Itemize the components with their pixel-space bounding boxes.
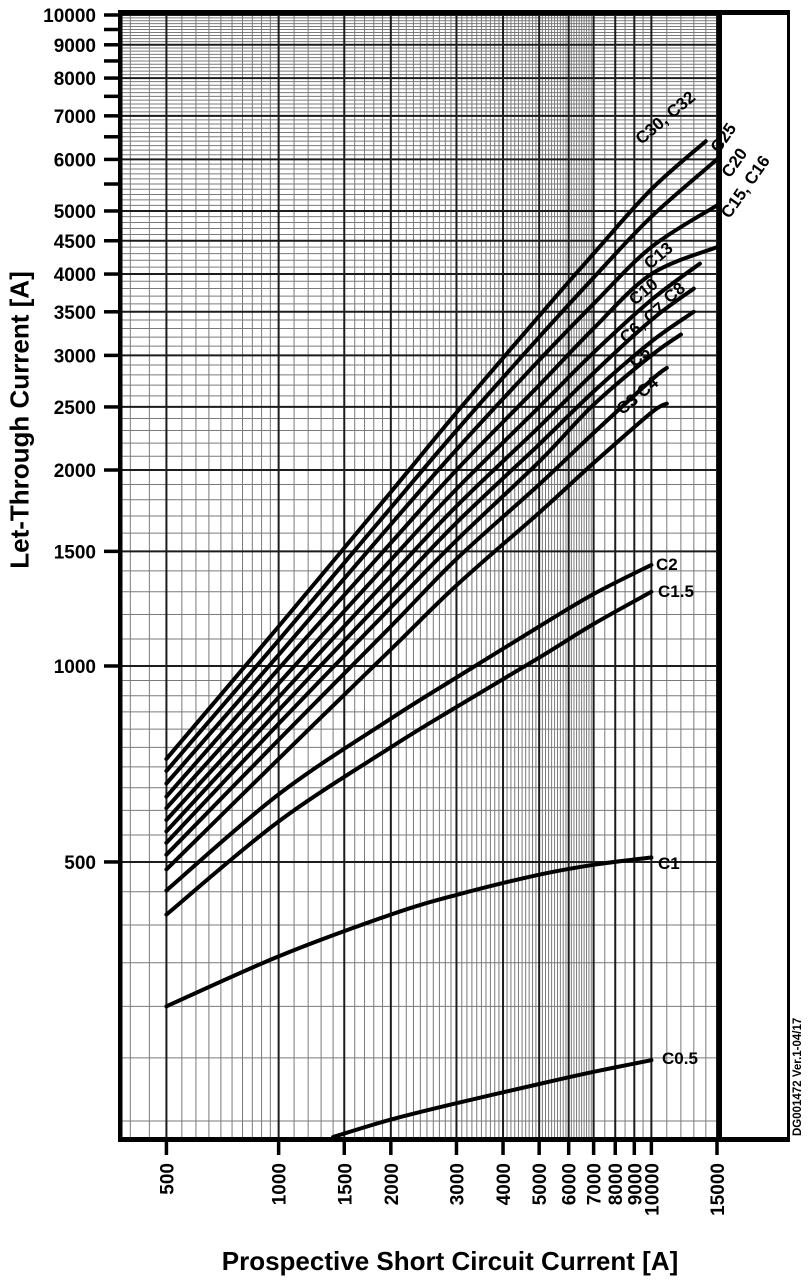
y-tick-label: 4500	[54, 232, 96, 253]
curve-label-C1.5: C1.5	[658, 582, 694, 601]
x-tick-label: 9000	[625, 1163, 646, 1205]
curve-C8	[164, 309, 696, 834]
curves	[164, 139, 717, 1137]
curve-label-C2: C2	[656, 555, 678, 574]
curve-C13	[164, 261, 702, 811]
x-tick-label: 4000	[494, 1163, 515, 1205]
frame-top	[118, 10, 790, 15]
curve-C20	[164, 203, 717, 786]
x-tick-label: 1500	[335, 1163, 356, 1205]
y-tick-label: 2500	[54, 398, 96, 419]
figure-code: DG001472 Ver.1-04/17	[792, 1017, 804, 1136]
y-tick-label: 6000	[54, 150, 96, 171]
y-tick-label: 500	[64, 853, 96, 874]
y-tick-label: 2000	[54, 461, 96, 482]
x-tick-label: 1000	[270, 1163, 291, 1205]
x-tick-label: 7000	[585, 1163, 606, 1205]
y-tick-label: 4000	[54, 265, 96, 286]
curve-C0.5	[331, 1058, 654, 1137]
x-tick-label: 10000	[642, 1163, 663, 1216]
x-tick-label: 15000	[708, 1163, 729, 1216]
x-axis-title: Prospective Short Circuit Current [A]	[221, 1246, 679, 1276]
y-tick-label: 1000	[54, 657, 96, 678]
y-tick-label: 1500	[54, 542, 96, 563]
y-tick-label: 3000	[54, 346, 96, 367]
x-tick-label: 2000	[382, 1163, 403, 1205]
tick-labels: 500 1000 1500 2000 2500 3000 3500 4000 4500 5000 6…	[43, 6, 729, 1216]
grid-minor	[122, 15, 717, 1137]
frame-divider	[717, 10, 722, 1142]
curve-C2	[164, 562, 654, 893]
x-tick-label: 8000	[606, 1163, 627, 1205]
curve-C10	[164, 286, 696, 822]
curve-C30-C32	[164, 139, 708, 761]
frame-left	[118, 10, 123, 1142]
frame-outer-right	[787, 10, 790, 1142]
y-tick-label: 5000	[54, 202, 96, 223]
y-tick-label: 3500	[54, 303, 96, 324]
curve-C1	[164, 855, 654, 1009]
curve-C15-C16	[164, 245, 717, 799]
frame	[118, 10, 790, 1142]
curve-label-C1: C1	[658, 854, 680, 873]
curve-C3-C4	[164, 401, 669, 872]
frame-bottom	[118, 1137, 790, 1142]
x-tick-label: 6000	[560, 1163, 581, 1205]
curve-C6-C7	[164, 332, 683, 845]
y-axis-title: Let-Through Current [A]	[4, 271, 35, 569]
x-tick-label: 3000	[447, 1163, 468, 1205]
axis-ticks	[104, 13, 719, 1155]
curve-label-C0.5: C0.5	[662, 1049, 698, 1068]
x-tick-label: 5000	[530, 1163, 551, 1205]
x-tick-label: 500	[157, 1163, 178, 1195]
y-tick-label: 7000	[54, 107, 96, 128]
y-tick-label: 9000	[54, 36, 96, 57]
y-tick-label: 8000	[54, 69, 96, 90]
curve-C1.5	[164, 589, 654, 917]
curve-C5	[164, 365, 669, 857]
y-tick-label: 10000	[43, 6, 96, 27]
curve-C25	[164, 157, 717, 773]
